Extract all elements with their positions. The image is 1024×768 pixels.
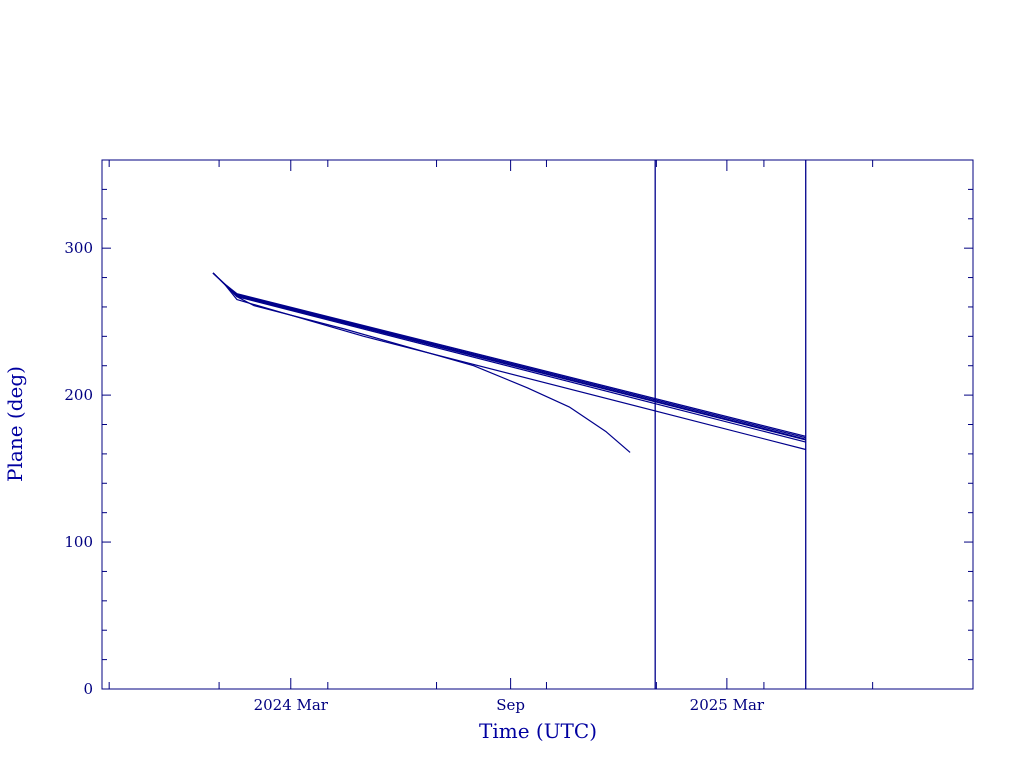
x-tick-label: 2025 Mar [690, 696, 765, 714]
series-line-6 [212, 272, 806, 451]
y-tick-label: 0 [83, 680, 93, 698]
axis-ticks [102, 159, 973, 690]
y-axis-title: Plane (deg) [3, 366, 27, 482]
x-tick-label: Sep [496, 696, 525, 714]
plot-frame [101, 159, 974, 690]
series-line-1 [212, 272, 806, 437]
series-line-2 [212, 272, 806, 439]
x-axis-title: Time (UTC) [479, 719, 597, 743]
tick-labels: 0 100 200 300 2024 Mar Sep 2025 Mar [64, 239, 765, 714]
y-tick-label: 100 [64, 533, 93, 551]
series-group [212, 272, 806, 453]
series-line-7 [212, 272, 631, 453]
y-tick-label: 200 [64, 386, 93, 404]
x-tick-label: 2024 Mar [254, 696, 329, 714]
y-tick-label: 300 [64, 239, 93, 257]
vertical-markers [654, 160, 807, 689]
